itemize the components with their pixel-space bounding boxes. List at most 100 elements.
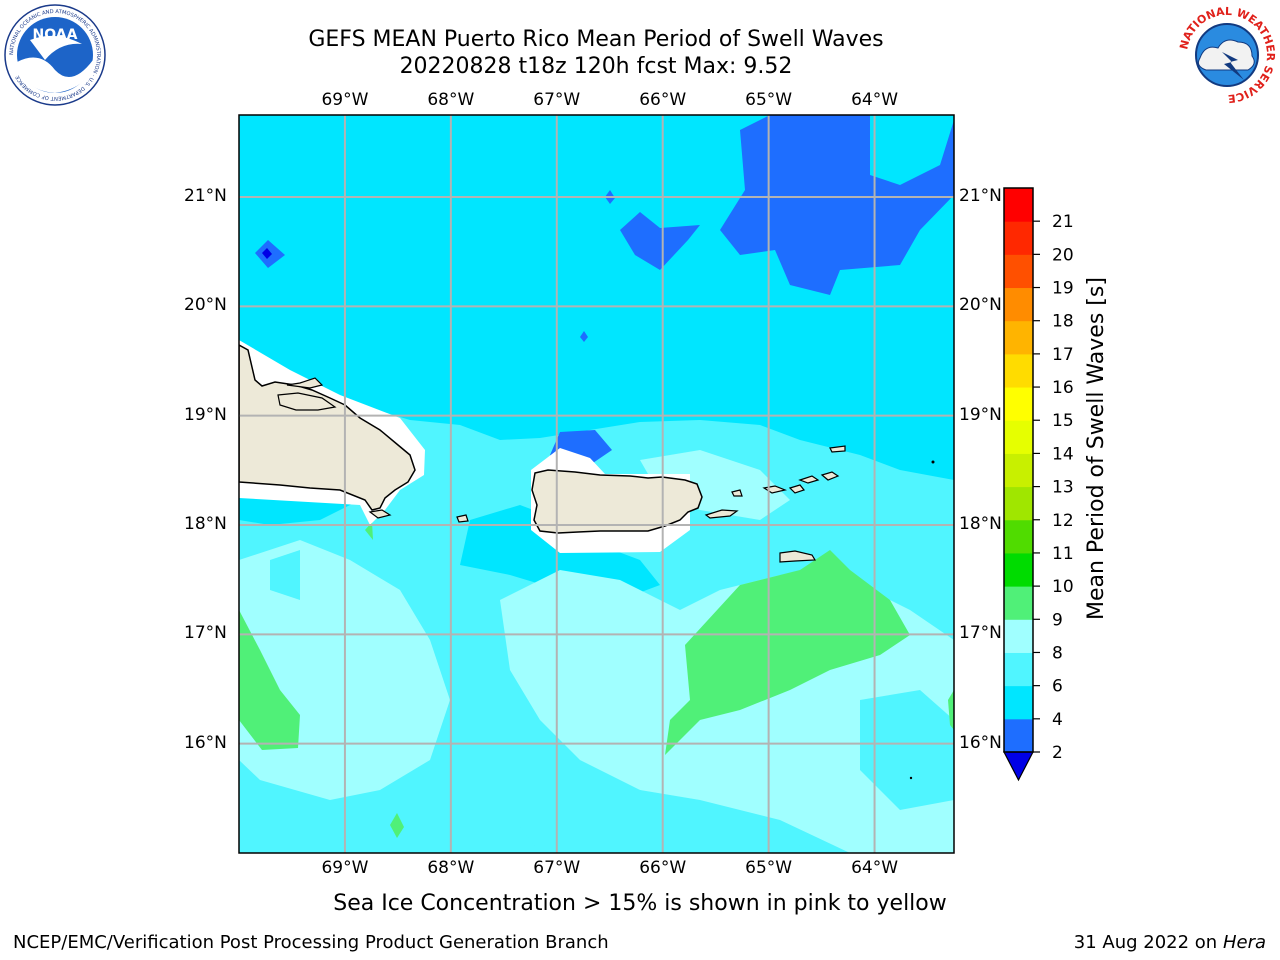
colorbar-swatch — [1004, 320, 1033, 355]
puerto-rico-land — [531, 469, 703, 534]
colorbar-tick-label: 17 — [1052, 345, 1074, 365]
footer-date-text: 31 Aug 2022 on — [1073, 932, 1218, 953]
lat-label-left: 20°N — [184, 295, 227, 316]
hispaniola-islet — [277, 392, 337, 411]
lon-label-top: 64°W — [851, 90, 899, 110]
field-2-4 — [262, 248, 272, 259]
st-croix-island — [779, 550, 817, 563]
map-title: GEFS MEAN Puerto Rico Mean Period of Swe… — [308, 27, 884, 52]
sea-ice-note: Sea Ice Concentration > 15% is shown in … — [333, 891, 947, 916]
colorbar-swatch — [1004, 287, 1033, 322]
field-9-10 — [390, 813, 404, 838]
footer-branch: NCEP/EMC/Verification Post Processing Pr… — [13, 932, 609, 953]
colorbar-extend-arrow — [1003, 751, 1034, 782]
virgin-gorda-island — [820, 471, 840, 481]
lon-label-bottom: 67°W — [533, 858, 581, 878]
field-2-4 — [620, 212, 700, 270]
colorbar-frame — [1003, 187, 1034, 753]
colorbar-tick-label: 2 — [1052, 743, 1063, 763]
map-grid — [239, 115, 954, 853]
lat-label-right: 17°N — [959, 623, 1002, 644]
lon-label-top: 67°W — [533, 90, 581, 110]
colorbar-swatch — [1004, 254, 1033, 289]
lon-label-bottom: 69°W — [321, 858, 369, 878]
lon-label-top: 69°W — [321, 90, 369, 110]
colorbar-swatch — [1004, 552, 1033, 587]
colorbar-tick-label: 18 — [1052, 312, 1074, 332]
colorbar-swatch — [1004, 188, 1033, 222]
colorbar-tick-label: 15 — [1052, 411, 1074, 431]
field-8-9 — [640, 450, 790, 520]
map-subtitle: 20220828 t18z 120h fcst Max: 9.52 — [399, 54, 793, 79]
colorbar-tick-label: 11 — [1052, 544, 1074, 564]
noaa-logo: NOAA NATIONAL OCEANIC AND ATMOSPHERIC AD… — [4, 4, 106, 106]
culebra-island — [731, 489, 743, 497]
noaa-logo-text: NOAA — [33, 27, 78, 43]
lon-label-top: 65°W — [745, 90, 793, 110]
map-area — [239, 115, 954, 853]
colorbar-tick-label: 20 — [1052, 245, 1074, 265]
lat-label-right: 21°N — [959, 186, 1002, 206]
colorbar-tick-label: 8 — [1052, 643, 1063, 663]
lat-label-right: 19°N — [959, 404, 1002, 425]
colorbar-tick-label: 21 — [1052, 212, 1074, 232]
tortola-island — [798, 475, 820, 484]
colorbar-swatch — [1004, 519, 1033, 554]
lat-label-left: 17°N — [184, 623, 227, 644]
lat-label-left: 18°N — [184, 514, 227, 534]
hispaniola-land — [239, 344, 416, 511]
colorbar-tick-label: 6 — [1052, 677, 1063, 697]
colorbar-tick-label: 10 — [1052, 577, 1074, 597]
colorbar-swatch — [1004, 420, 1033, 454]
lat-label-left: 16°N — [184, 732, 227, 753]
field-6-8-patch — [515, 775, 820, 853]
field-6-8-patch — [860, 690, 954, 810]
field-9-10 — [365, 522, 373, 540]
field-9-10 — [239, 610, 300, 750]
colorbar-tick-label: 19 — [1052, 279, 1074, 299]
anegada-island — [829, 445, 846, 453]
colorbar-swatch — [1004, 486, 1033, 521]
colorbar: 2 4 6 8 9 10 11 12 13 14 15 16 17 18 19 20 21 — [1003, 187, 1074, 782]
lon-label-bottom: 68°W — [427, 858, 475, 878]
colorbar-swatch — [1004, 453, 1033, 488]
lon-label-bottom: 65°W — [745, 858, 793, 878]
islet — [931, 460, 935, 464]
lat-label-right: 18°N — [959, 514, 1002, 534]
colorbar-swatch — [1004, 586, 1033, 620]
field-6-8-patch — [270, 550, 300, 600]
colorbar-tick-label: 14 — [1052, 444, 1074, 464]
colorbar-swatch — [1004, 652, 1033, 687]
islet — [909, 776, 913, 780]
field-9-10 — [948, 690, 954, 730]
lon-label-bottom: 64°W — [851, 858, 899, 878]
saona-island — [368, 509, 392, 519]
lat-label-right: 16°N — [959, 732, 1002, 753]
colorbar-tick-label: 16 — [1052, 378, 1074, 398]
mona-island — [456, 514, 469, 523]
colorbar-swatch — [1004, 387, 1033, 421]
nws-logo: NATIONAL WEATHER SERVICE — [1177, 5, 1277, 105]
colorbar-swatch — [1004, 221, 1033, 255]
colorbar-tick-label: 9 — [1052, 610, 1063, 630]
tortuga-island — [286, 377, 324, 389]
colorbar-swatch — [1004, 685, 1033, 720]
lat-label-right: 20°N — [959, 295, 1002, 316]
lon-label-top: 66°W — [639, 90, 687, 110]
footer-machine: Hera — [1222, 932, 1266, 953]
colorbar-label: Mean Period of Swell Waves [s] — [1084, 277, 1109, 620]
field-2-4 — [720, 115, 954, 295]
st-john-island — [788, 484, 806, 494]
lon-label-top: 68°W — [427, 90, 475, 110]
lat-label-left: 19°N — [184, 404, 227, 425]
lat-label-left: 21°N — [184, 186, 227, 206]
colorbar-swatch — [1004, 353, 1033, 388]
vieques-island — [704, 509, 739, 519]
lon-label-bottom: 66°W — [639, 858, 687, 878]
field-2-4 — [580, 331, 588, 342]
field-9-10 — [665, 550, 910, 755]
colorbar-tick-label: 13 — [1052, 478, 1074, 498]
colorbar-tick-label: 12 — [1052, 511, 1074, 531]
colorbar-swatch — [1004, 718, 1033, 753]
